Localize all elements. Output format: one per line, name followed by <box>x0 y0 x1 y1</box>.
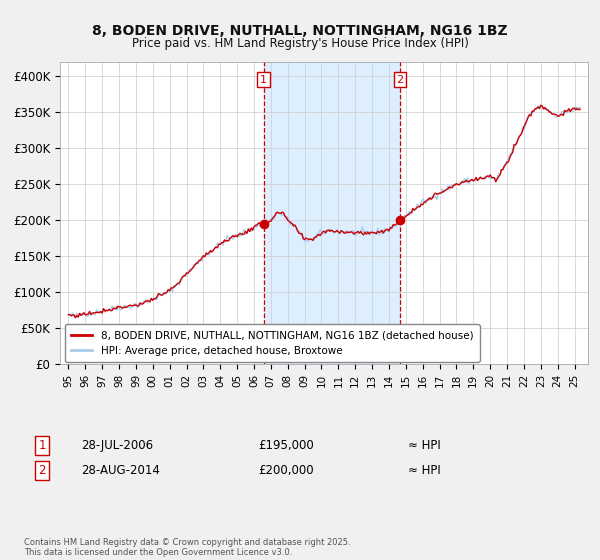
Text: £195,000: £195,000 <box>258 438 314 452</box>
Text: 2: 2 <box>38 464 46 477</box>
Legend: 8, BODEN DRIVE, NUTHALL, NOTTINGHAM, NG16 1BZ (detached house), HPI: Average pri: 8, BODEN DRIVE, NUTHALL, NOTTINGHAM, NG1… <box>65 324 479 362</box>
Text: Price paid vs. HM Land Registry's House Price Index (HPI): Price paid vs. HM Land Registry's House … <box>131 37 469 50</box>
Text: ≈ HPI: ≈ HPI <box>408 438 441 452</box>
Text: 1: 1 <box>38 438 46 452</box>
Text: £200,000: £200,000 <box>258 464 314 477</box>
Text: 2: 2 <box>397 74 404 85</box>
Text: ≈ HPI: ≈ HPI <box>408 464 441 477</box>
Text: 1: 1 <box>260 74 267 85</box>
Text: 28-JUL-2006: 28-JUL-2006 <box>81 438 153 452</box>
Text: Contains HM Land Registry data © Crown copyright and database right 2025.
This d: Contains HM Land Registry data © Crown c… <box>24 538 350 557</box>
Bar <box>263 62 400 364</box>
Text: 28-AUG-2014: 28-AUG-2014 <box>81 464 160 477</box>
Text: 8, BODEN DRIVE, NUTHALL, NOTTINGHAM, NG16 1BZ: 8, BODEN DRIVE, NUTHALL, NOTTINGHAM, NG1… <box>92 24 508 38</box>
